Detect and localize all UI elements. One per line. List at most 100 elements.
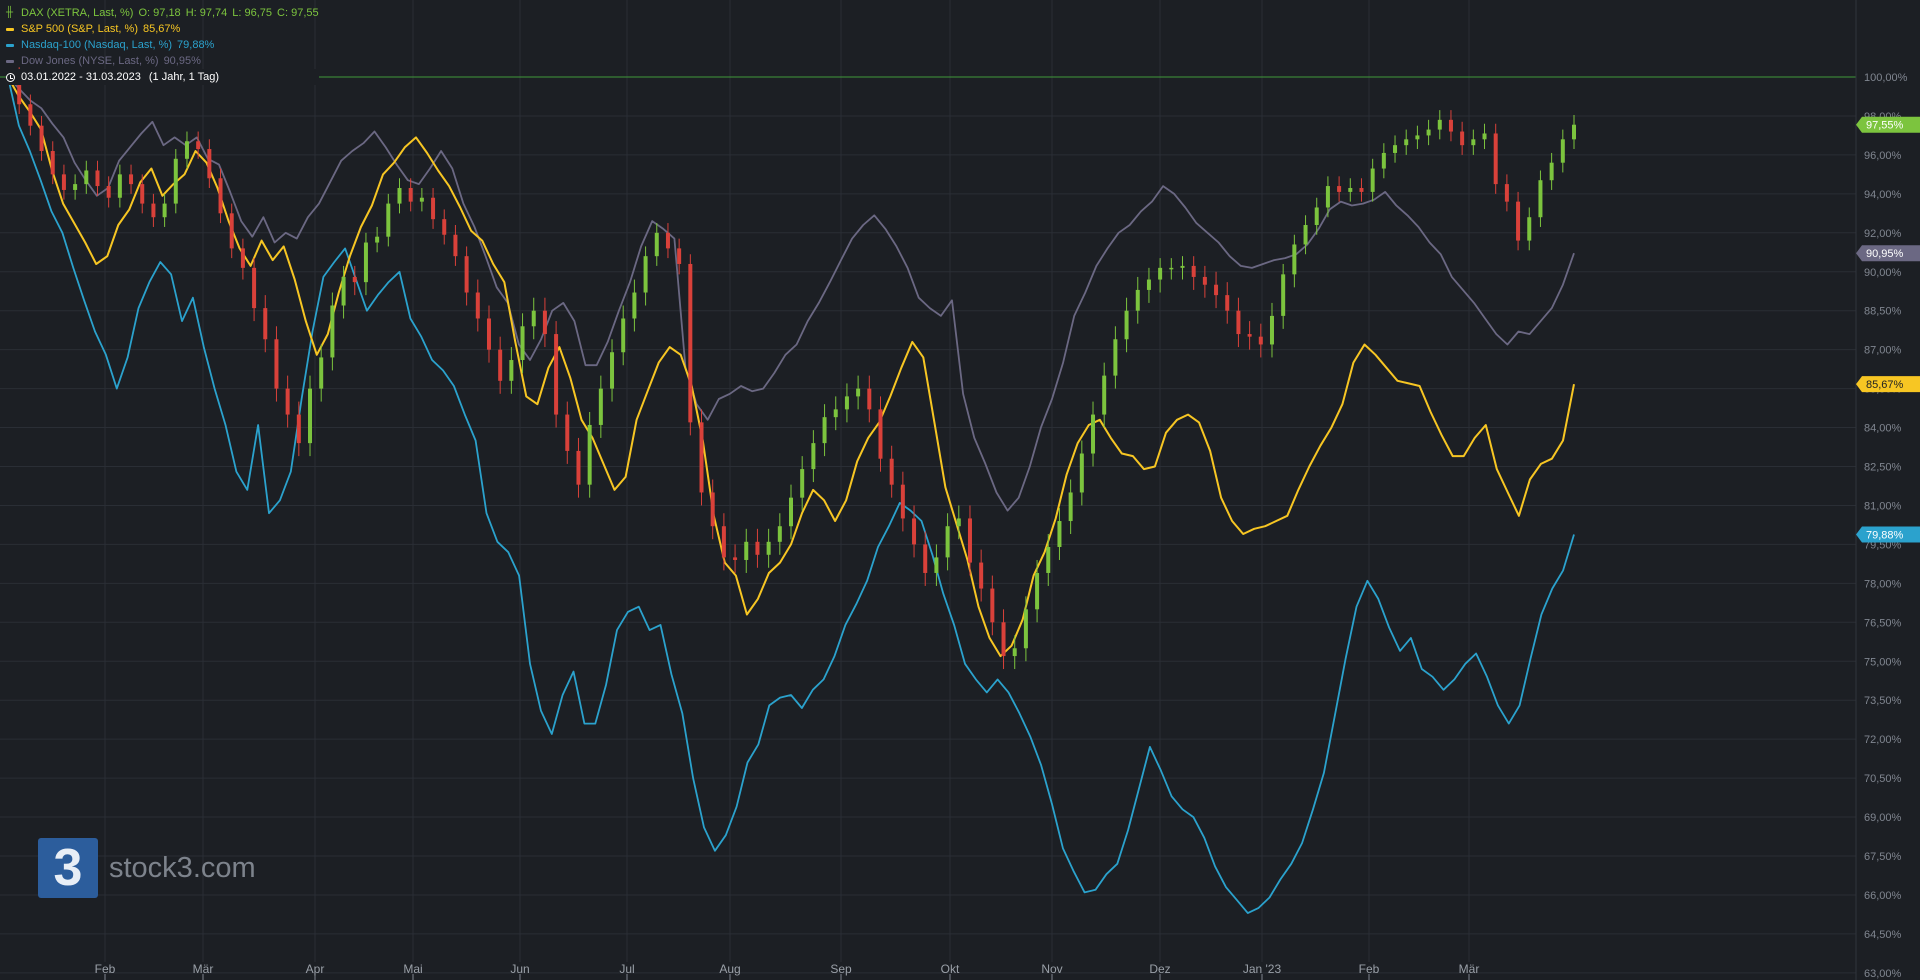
dax-candle [1091,414,1096,454]
range-note: (1 Jahr, 1 Tag) [148,71,220,83]
dax-candle [308,388,313,444]
y-axis-panel [1856,0,1920,980]
dax-candle [766,541,771,555]
dax-candle [229,213,234,249]
dax-candle [1381,152,1386,169]
dax-candle [878,409,883,459]
dax-candle [1057,521,1062,547]
last-value-tag-text: 79,88% [1866,530,1904,542]
dax-candle [296,414,301,444]
dax-candle [677,248,682,264]
dax-candle [1393,145,1398,153]
x-tick-label: Dez [1149,962,1170,976]
dax-candle [274,339,279,389]
dax-candle [889,458,894,485]
legend-dow[interactable]: Dow Jones (NYSE, Last, %) 90,95% [6,53,319,69]
dax-candle [1303,225,1308,245]
dax-candle [800,469,805,498]
legend-sp500[interactable]: S&P 500 (S&P, Last, %) 85,67% [6,21,319,37]
dax-candle [1158,267,1163,280]
legend-dax[interactable]: ╫ DAX (XETRA, Last, %) O: 97,18 H: 97,74… [6,5,319,21]
dax-candle [542,310,547,335]
dax-candle [531,310,536,327]
legend-dow-value: 90,95% [163,55,201,67]
dax-candle [1269,315,1274,345]
dax-candle [1012,648,1017,657]
date-range-row[interactable]: 03.01.2022 - 31.03.2023 (1 Jahr, 1 Tag) [6,69,319,85]
dax-candle [721,526,726,558]
dax-candle [319,357,324,389]
dax-candle [431,197,436,220]
y-tick-label: 92,00% [1864,228,1902,240]
x-tick-label: Nov [1041,962,1062,976]
legend-dax-close: C: 97,55 [277,7,319,19]
y-tick-label: 72,00% [1864,734,1902,746]
dax-candle [1023,609,1028,649]
dax-candle [1437,119,1442,130]
dax-candle [39,125,44,152]
x-tick-label: Sep [830,962,852,976]
dax-candle [1135,289,1140,311]
dax-candle [218,178,223,214]
dax-candle [990,588,995,623]
dax-candle [1236,310,1241,335]
dax-candle [50,151,55,175]
dax-candle [1516,201,1521,241]
line-swatch-icon [6,59,14,63]
x-tick-label: Jun [510,962,529,976]
y-tick-label: 84,00% [1864,423,1902,435]
dax-candle [688,263,693,423]
dax-candle [1448,119,1453,132]
y-tick-label: 67,50% [1864,851,1902,863]
dax-candle [1001,622,1006,657]
last-value-tag-text: 90,95% [1866,248,1904,260]
legend-nasdaq-label: Nasdaq-100 (Nasdaq, Last, %) [21,39,173,51]
dax-candle [453,234,458,257]
dax-candle [1370,168,1375,192]
dax-candle [95,170,100,187]
dax-candle [106,186,111,198]
dax-candle [979,562,984,589]
last-value-tag-bg [1856,245,1920,262]
dax-candle [61,174,66,190]
dax-candle [789,497,793,527]
dax-candle [498,349,503,381]
x-tick-label: Apr [306,962,325,976]
dax-candle [17,77,22,105]
x-tick-label: Jan '23 [1243,962,1282,976]
last-value-tag: 85,67% [1856,376,1920,393]
series-area [7,67,1576,914]
y-tick-label: 73,50% [1864,695,1902,707]
dax-candle [509,360,514,381]
y-tick-label: 82,50% [1864,462,1902,474]
dax-candle [856,388,861,397]
y-tick-label: 96,00% [1864,150,1902,162]
legend-dax-high: H: 97,74 [185,7,228,19]
dax-candle [162,203,167,218]
dax-candle [1214,284,1219,296]
dax-candle [1325,186,1330,208]
legend-nasdaq[interactable]: Nasdaq-100 (Nasdaq, Last, %) 79,88% [6,37,319,53]
dax-candle [1471,139,1476,146]
dax-candle [140,184,145,204]
dax-candle [1572,124,1576,140]
dax-candle [1527,217,1532,241]
y-tick-label: 100,00% [1864,72,1908,84]
dax-candle [1202,276,1207,285]
line-swatch-icon [6,43,14,47]
dax-candle [486,318,491,350]
legend-dax-low: L: 96,75 [232,7,273,19]
dax-candle [28,104,33,126]
dax-candle [1180,265,1185,268]
candlestick-icon: ╫ [6,7,14,18]
line-swatch-icon [6,27,14,31]
dax-candle [777,526,782,542]
dax-candle [442,219,447,235]
x-tick-label: Aug [719,962,740,976]
dax-candle [1538,180,1543,218]
y-tick-label: 94,00% [1864,189,1902,201]
dax-candle [956,518,961,527]
dax-candle [923,544,928,573]
dax-candle [844,396,849,410]
y-tick-label: 78,00% [1864,578,1902,590]
